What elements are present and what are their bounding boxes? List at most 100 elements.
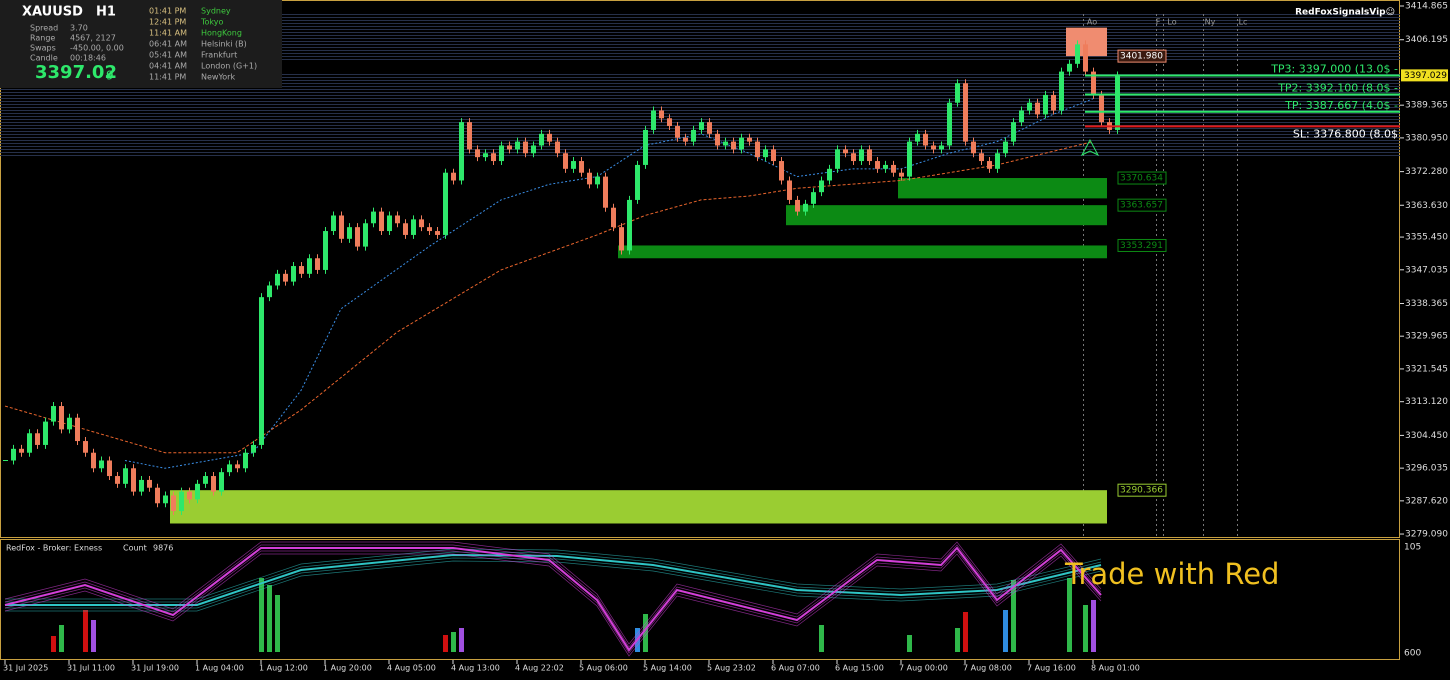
session-city: Helsinki (B) [201,40,247,49]
candle [315,258,320,270]
level-label: TP: 3387.667 (4.0$ - [1284,99,1398,112]
candle [259,297,264,445]
current-price-label: 3397.029 [1404,71,1447,81]
wave-ribbon [5,551,1102,603]
candle [835,149,840,169]
candle [587,172,592,185]
count: 9876 [153,544,173,553]
zone-tag [1117,483,1167,497]
y-tick-label: 3338.365 [1405,299,1448,309]
zone-label: 3290.366 [1120,486,1163,496]
x-tick-label: 31 Jul 19:00 [131,664,179,673]
candle [1091,71,1096,95]
zone-tag [1117,171,1167,185]
histogram-bar [643,614,648,652]
candle [1019,110,1024,123]
x-tick-label: 31 Jul 2025 [3,664,48,673]
candle [595,176,600,185]
histogram-bar [819,625,824,652]
histogram-bar [83,610,88,652]
wave-ribbon [4,541,1102,645]
candle [931,145,936,150]
candle [179,491,184,512]
candle [187,491,192,500]
session-time: 01:41 PM [149,7,186,16]
x-tick-label: 1 Aug 12:00 [259,664,308,673]
candle [891,164,896,173]
histogram-bar [59,625,64,652]
candle [155,487,160,504]
wave-ribbon [5,557,1102,609]
candle [107,460,112,477]
candle [811,192,816,204]
wave-line [5,553,1102,606]
candle [939,145,944,150]
candle [1035,102,1040,115]
candle [699,122,704,130]
session-time: 05:41 AM [149,51,187,60]
candle [971,141,976,154]
candle [499,145,504,162]
info-key: Swaps [30,44,56,53]
candle [1003,141,1008,154]
candle [739,137,744,150]
candle [883,164,888,169]
histogram-bar [267,585,272,652]
timeframe: H1 [96,5,116,20]
candle [899,172,904,177]
info-value: 3.70 [70,24,88,33]
zone [898,178,1107,199]
brand: RedFoxSignalsVip☺ [1295,7,1395,18]
y-tick-label: 3304.450 [1405,431,1448,441]
candle [435,231,440,235]
candle [515,141,520,150]
y-tick-label: 3347.035 [1405,265,1448,275]
candle [211,476,216,492]
candle [723,141,728,146]
x-tick-label: 1 Aug 04:00 [195,664,244,673]
price: 3397.02 [35,62,117,83]
candle [875,161,880,169]
histogram-bar [51,636,56,652]
info-value: 4567, 2127 [70,34,116,43]
candle [331,215,336,232]
candle [1051,94,1056,111]
x-tick-label: 6 Aug 07:00 [771,664,820,673]
candle [251,444,256,453]
candle [459,122,464,181]
session-time: 11:41 PM [149,73,186,82]
zone-tag [1117,49,1167,63]
current-price-tag [1401,69,1448,82]
candle [83,441,88,453]
candle [691,129,696,142]
candle [651,110,656,130]
candle [43,421,48,445]
candle [163,495,168,504]
moving-average [4,141,1094,454]
candle [755,141,760,158]
candle [427,227,432,232]
candle [283,273,288,282]
candle [307,258,312,274]
candle [643,129,648,165]
candle [67,417,72,430]
candle [203,476,208,484]
zone [170,490,1107,524]
candle [707,122,712,134]
wave-ribbon [4,544,1102,648]
candle [131,468,136,492]
candle [779,161,784,181]
candle [627,199,632,251]
candle [171,495,176,512]
candle [1011,122,1016,142]
candle [299,266,304,274]
candle [123,468,128,484]
session-city: HongKong [201,29,242,38]
candle [147,479,152,488]
chart-frame [0,0,1400,538]
x-tick-label: 31 Jul 11:00 [67,664,115,673]
info-key: Range [30,34,55,43]
y-tick-label: 3406.195 [1405,35,1448,45]
candle [619,227,624,251]
histogram-bar [963,612,968,652]
